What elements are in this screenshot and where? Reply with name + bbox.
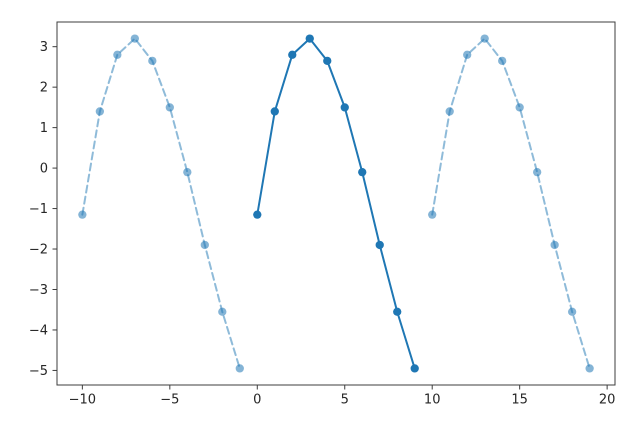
series-main-solid-data-point: [253, 210, 262, 219]
tile-left-dashed-data-point: [78, 210, 87, 219]
tile-right-dashed-data-point: [463, 50, 472, 59]
series-main-solid-data-point: [288, 50, 297, 59]
tile-left-dashed-data-point: [95, 107, 105, 116]
plot-frame: [56, 21, 616, 386]
x-tick-label: 20: [599, 392, 616, 407]
tile-left-dashed-data-point: [130, 34, 139, 43]
y-tick-label: 2: [40, 81, 48, 96]
tile-right-dashed-data-point: [445, 107, 454, 116]
series-main-solid-data-point: [375, 240, 384, 250]
tile-right-dashed-data-point: [480, 34, 489, 43]
series-main-solid-line: [256, 37, 416, 370]
tile-left-dashed-data-point: [235, 364, 244, 373]
tile-left-dashed-data-point: [165, 103, 174, 112]
tile-right-dashed-data-point: [498, 56, 507, 65]
y-tick-label: 0: [40, 162, 48, 177]
y-tick-label: −1: [29, 202, 48, 217]
y-tick-label: −2: [29, 243, 48, 258]
tile-right-dashed-data-point: [515, 103, 524, 112]
series-main-solid-data-point: [270, 107, 279, 116]
y-tick-label: −3: [29, 283, 48, 298]
x-tick-label: 10: [424, 392, 441, 407]
tile-right-dashed-data-point: [567, 307, 577, 316]
series-main-solid-data-point: [358, 167, 367, 177]
y-tick-label: 3: [40, 40, 48, 55]
tile-left-dashed-data-point: [113, 50, 122, 59]
series-main-solid-data-point: [305, 34, 314, 43]
tile-left-dashed-data-point: [183, 167, 192, 177]
series-main-solid-data-point: [393, 307, 402, 316]
x-tick-label: −10: [69, 392, 96, 407]
series-main-solid-data-point: [340, 103, 349, 112]
y-tick-label: 1: [40, 121, 48, 136]
y-tick-label: −5: [29, 364, 48, 379]
tile-right-dashed-data-point: [585, 364, 594, 373]
tile-right-dashed-data-point: [428, 210, 437, 219]
tile-left-dashed-data-point: [218, 307, 227, 316]
tile-right-dashed-data-point: [550, 240, 559, 250]
x-tick-label: 5: [341, 392, 349, 407]
x-tick-label: −5: [160, 392, 179, 407]
x-tick-label: 15: [511, 392, 528, 407]
tile-left-dashed-data-point: [200, 240, 209, 250]
tile-left-dashed-line: [81, 37, 241, 370]
tile-right-dashed-data-point: [533, 167, 542, 177]
y-tick-label: −4: [29, 323, 48, 338]
series-main-solid-data-point: [323, 56, 332, 65]
series-main-solid-data-point: [410, 364, 419, 373]
tile-right-dashed-line: [431, 37, 591, 370]
tile-left-dashed-data-point: [148, 56, 157, 65]
x-tick-label: 0: [253, 392, 261, 407]
